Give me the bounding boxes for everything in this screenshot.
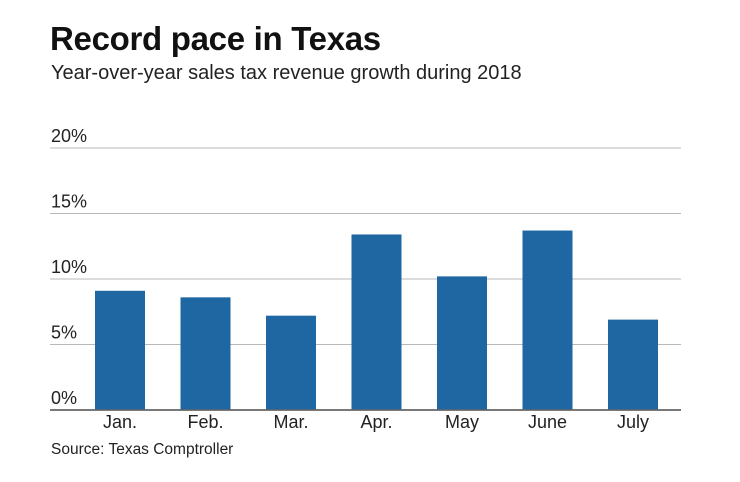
- y-tick-label: 20%: [51, 126, 87, 146]
- bar-july: [608, 319, 658, 410]
- x-tick-label: Jan.: [103, 412, 137, 432]
- bar-apr: [351, 234, 402, 410]
- x-tick-label: Feb.: [187, 412, 223, 432]
- x-tick-label: Apr.: [360, 412, 392, 432]
- bar-mar: [266, 315, 316, 410]
- x-tick-label: Mar.: [273, 412, 308, 432]
- chart-title: Record pace in Texas: [50, 20, 381, 57]
- y-tick-label: 15%: [51, 192, 87, 212]
- y-tick-label: 0%: [51, 388, 77, 408]
- x-tick-label: June: [528, 412, 567, 432]
- bar-jan: [95, 290, 145, 410]
- x-tick-label: May: [445, 412, 479, 432]
- bar-feb: [180, 297, 231, 410]
- y-tick-label: 10%: [51, 257, 87, 277]
- chart-subtitle: Year-over-year sales tax revenue growth …: [51, 62, 522, 84]
- y-tick-label: 5%: [51, 323, 77, 343]
- category-labels: Jan. Feb. Mar. Apr. May June July: [103, 412, 649, 432]
- bars: [50, 230, 681, 411]
- source-note: Source: Texas Comptroller: [51, 441, 234, 458]
- bar-june: [522, 230, 573, 410]
- x-tick-label: July: [617, 412, 649, 432]
- bar-may: [437, 276, 487, 410]
